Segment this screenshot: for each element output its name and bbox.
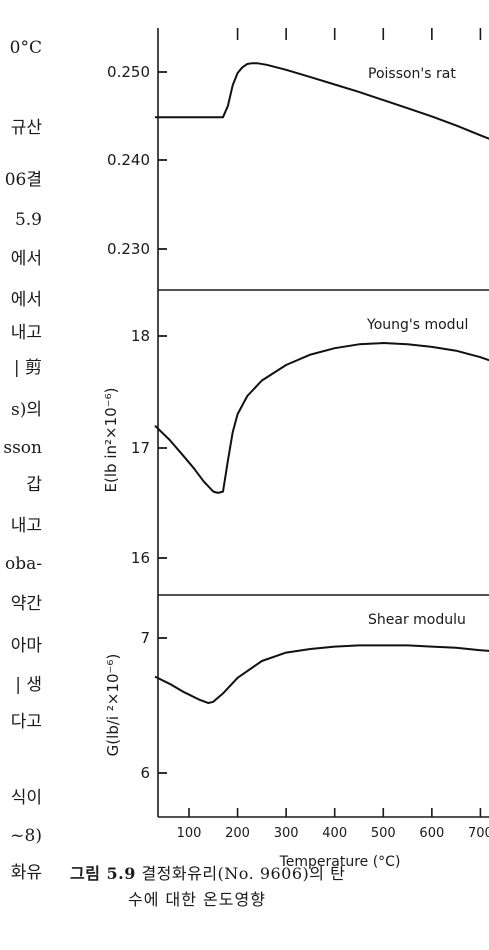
left-margin-text: 화유 (10, 863, 42, 883)
y-tick-label: 16 (131, 549, 150, 567)
panel-title: Young's modul (366, 317, 468, 333)
left-margin-text: 에서 (10, 249, 42, 269)
y-tick-label: 7 (140, 629, 150, 647)
y-axis-label: G(lb/i ²×10⁻⁶) (104, 654, 122, 757)
y-tick-label: 0.230 (107, 240, 150, 258)
left-margin-text: ~8) (10, 826, 42, 846)
y-axis-label: E(lb in²×10⁻⁶) (102, 388, 120, 493)
left-margin-text: 다고 (10, 712, 42, 732)
left-margin-text: | 剪 (13, 358, 42, 378)
left-margin-text: 5.9 (14, 210, 42, 230)
figure-caption-label: 그림 5.9 (70, 864, 136, 883)
figure-caption: 그림 5.9 결정화유리(No. 9606)의 탄 (70, 860, 345, 884)
series-line (154, 342, 489, 494)
series-line (154, 644, 489, 704)
y-tick-label: 17 (131, 439, 150, 457)
left-margin-text: 06결 (4, 170, 42, 190)
series-line (155, 62, 489, 140)
x-axis-label: Temperature (°C) (279, 854, 401, 870)
left-margin-text: 내고 (10, 323, 42, 343)
left-margin-text: 식이 (10, 788, 42, 808)
left-margin-text: 아마 (10, 636, 42, 656)
left-margin-text: oba- (5, 554, 42, 574)
x-tick-label: 200 (225, 826, 250, 841)
y-tick-label: 0.250 (107, 63, 150, 81)
left-margin-text: 0°C (9, 38, 42, 58)
x-tick-label: 100 (177, 826, 202, 841)
left-margin-text: 약간 (10, 594, 42, 614)
panel-title: Shear modulu (368, 612, 466, 628)
left-margin-text: 규산 (10, 118, 42, 138)
y-tick-label: 0.240 (107, 151, 150, 169)
left-margin-text: sson (3, 438, 42, 458)
y-tick-label: 18 (131, 327, 150, 345)
x-tick-label: 300 (274, 826, 299, 841)
y-tick-label: 6 (140, 764, 150, 782)
figure-caption-line2: 수에 대한 온도영향 (128, 890, 266, 909)
x-tick-label: 500 (371, 826, 396, 841)
x-tick-label: 700 (468, 826, 489, 841)
x-tick-label: 400 (322, 826, 347, 841)
x-tick-label: 600 (419, 826, 444, 841)
left-margin-text: 에서 (10, 290, 42, 310)
figure-caption-text: 결정화유리(No. 9606)의 탄 (141, 864, 346, 883)
left-margin-text: 갑 (26, 475, 42, 495)
left-margin-text: 내고 (10, 516, 42, 536)
panel-title: Poisson's rat (368, 66, 456, 82)
left-margin-text: s)의 (11, 400, 42, 420)
left-margin-text: | 생 (15, 675, 42, 695)
